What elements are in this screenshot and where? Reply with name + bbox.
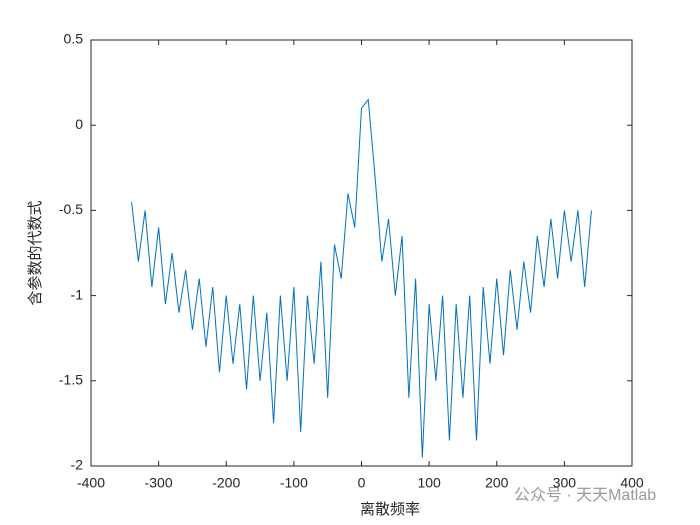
y-tick-label: -1 bbox=[71, 286, 84, 302]
x-tick-label: 100 bbox=[417, 475, 441, 491]
x-tick-label: -100 bbox=[280, 475, 308, 491]
x-tick-label: 300 bbox=[553, 475, 577, 491]
watermark: 公众号 · 天天Matlab bbox=[514, 486, 656, 504]
x-tick-label: -200 bbox=[212, 475, 240, 491]
y-tick-label: 0 bbox=[75, 116, 83, 132]
y-tick-label: -0.5 bbox=[59, 201, 83, 217]
x-tick-label: -300 bbox=[145, 475, 173, 491]
data-line bbox=[131, 98, 592, 458]
y-tick-label: -1.5 bbox=[59, 372, 83, 388]
x-tick-label: 0 bbox=[358, 475, 366, 491]
y-tick-label: 0.5 bbox=[64, 31, 84, 47]
y-axis-label: 含参数的代数式 bbox=[26, 200, 44, 305]
y-tick-label: -2 bbox=[71, 457, 84, 473]
x-axis-label: 离散频率 bbox=[360, 500, 420, 518]
x-tick-label: 200 bbox=[485, 475, 509, 491]
x-tick-label: 400 bbox=[620, 475, 644, 491]
x-tick-label: -400 bbox=[77, 475, 105, 491]
